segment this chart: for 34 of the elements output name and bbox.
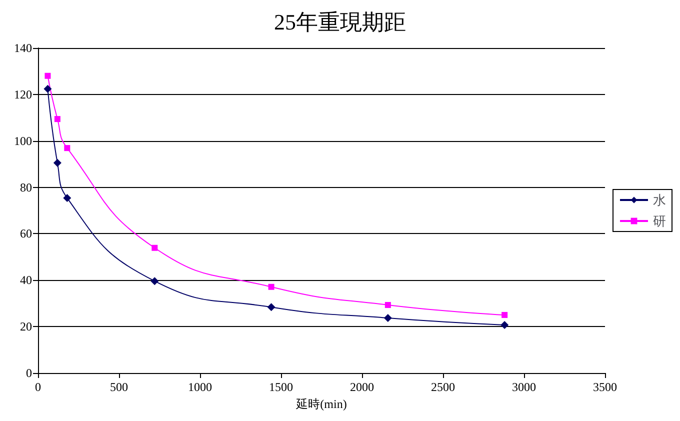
y-tick-label: 100: [14, 134, 32, 148]
legend-label: 研: [653, 214, 666, 228]
point: [54, 116, 60, 122]
point: [384, 302, 391, 308]
x-tick-label: 3500: [593, 380, 617, 394]
y-tick-label: 120: [14, 87, 32, 102]
point: [53, 158, 62, 167]
x-tick-label: 0: [35, 380, 41, 394]
x-tick-label: 2000: [350, 380, 374, 394]
point: [63, 194, 72, 202]
point: [267, 303, 276, 312]
point: [44, 84, 52, 93]
x-tick-label: 3000: [512, 380, 536, 394]
point: [152, 244, 158, 251]
x-tick-label: 1000: [188, 380, 212, 394]
point: [384, 314, 392, 322]
chart-title: 25年重現期距: [274, 10, 406, 34]
x-tick-label: 500: [110, 380, 128, 394]
point: [64, 145, 70, 152]
point: [150, 277, 159, 286]
y-tick-label: 0: [26, 366, 32, 380]
x-axis-title: 延時(min): [295, 396, 347, 411]
point: [502, 312, 508, 318]
y-tick-label: 60: [20, 226, 32, 241]
y-tick-label: 80: [20, 180, 32, 194]
x-tick-label: 1500: [269, 380, 293, 394]
point: [500, 320, 509, 329]
point: [44, 72, 51, 79]
x-tick-label: 2500: [431, 380, 455, 394]
y-tick-label: 20: [20, 320, 32, 334]
y-tick-label: 140: [14, 41, 32, 55]
legend-label: 水: [653, 192, 666, 208]
point: [268, 284, 274, 290]
y-tick-label: 40: [20, 273, 32, 288]
